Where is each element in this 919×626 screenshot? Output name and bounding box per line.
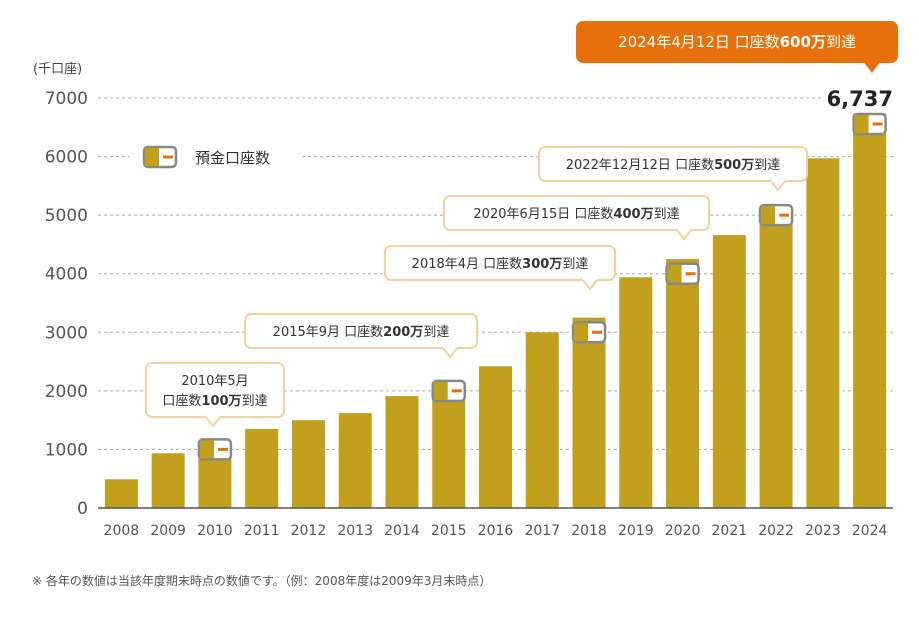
x-tick-label: 2015 <box>431 523 467 539</box>
bar <box>432 387 466 508</box>
y-tick-label: 4000 <box>45 265 88 285</box>
milestone-text: 2015年9月 口座数200万到達 <box>273 325 450 340</box>
milestone-marker-icon <box>758 203 794 227</box>
x-tick-label: 2009 <box>150 523 186 539</box>
milestone-marker-icon <box>571 321 607 344</box>
bar <box>525 332 559 508</box>
x-tick-label: 2020 <box>665 523 701 539</box>
milestone-callout-2022: 2022年12月12日 口座数500万到達 <box>538 146 808 192</box>
y-axis-unit-label: (千口座) <box>33 62 82 77</box>
x-tick-label: 2016 <box>478 523 514 539</box>
footnote: ※ 各年の数値は当該年度期末時点の数値です。（例：2008年度は2009年3月末… <box>32 574 492 588</box>
milestone-text: 2022年12月12日 口座数500万到達 <box>566 158 780 173</box>
x-tick-label: 2014 <box>384 523 420 539</box>
y-tick-label: 3000 <box>45 323 88 343</box>
y-tick-label: 5000 <box>45 206 88 226</box>
x-tick-label: 2010 <box>197 523 233 539</box>
milestone-marker-icon <box>431 379 466 403</box>
milestone-text: 2024年4月12日 口座数600万到達 <box>618 33 856 51</box>
milestone-callout-2015: 2015年9月 口座数200万到達 <box>244 313 478 359</box>
x-tick-label: 2018 <box>571 523 607 539</box>
milestone-text: 2018年4月 口座数300万到達 <box>412 257 589 272</box>
bar <box>712 235 746 509</box>
milestone-callout-2024: 2024年4月12日 口座数600万到達 <box>576 21 898 73</box>
x-tick-label: 2008 <box>104 523 140 539</box>
bar <box>104 479 138 508</box>
bar <box>479 366 512 508</box>
legend-label: 預金口座数 <box>195 149 270 167</box>
bar <box>338 413 372 508</box>
milestone-marker-icon <box>852 112 887 136</box>
milestone-callout-2020: 2020年6月15日 口座数400万到達 <box>443 195 710 241</box>
bar <box>853 113 887 508</box>
x-tick-label: 2011 <box>244 523 280 539</box>
bar <box>245 428 279 508</box>
y-tick-label: 6000 <box>45 148 88 168</box>
x-tick-label: 2013 <box>337 523 373 539</box>
milestone-marker-icon <box>197 438 233 461</box>
milestone-text: 2020年6月15日 口座数400万到達 <box>473 207 679 222</box>
milestone-callout-2018: 2018年4月 口座数300万到達 <box>384 245 616 291</box>
y-tick-label: 0 <box>77 499 88 519</box>
bar <box>759 209 793 509</box>
x-tick-label: 2023 <box>805 523 841 539</box>
x-tick-label: 2021 <box>712 523 748 539</box>
legend-marker-icon <box>142 145 178 169</box>
bar <box>385 396 419 508</box>
milestone-text: 口座数100万到達 <box>162 394 267 409</box>
milestone-text: 2010年5月 <box>181 374 248 389</box>
x-tick-label: 2022 <box>758 523 794 539</box>
milestone-marker-icon <box>665 262 700 285</box>
y-tick-label: 7000 <box>45 89 88 109</box>
bar <box>619 277 653 508</box>
bar <box>806 158 840 509</box>
x-tick-label: 2019 <box>618 523 654 539</box>
x-tick-label: 2017 <box>524 523 560 539</box>
x-tick-label: 2012 <box>291 523 327 539</box>
y-tick-label: 1000 <box>45 440 88 460</box>
x-tick-label: 2024 <box>852 523 888 539</box>
bar <box>572 317 606 508</box>
y-tick-label: 2000 <box>45 382 88 402</box>
bar <box>291 420 325 508</box>
final-value-label: 6,737 <box>827 87 893 111</box>
bar <box>151 453 185 508</box>
bar <box>666 259 700 508</box>
